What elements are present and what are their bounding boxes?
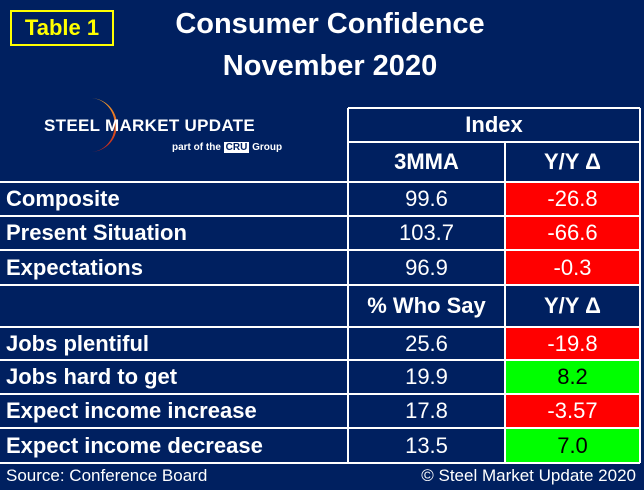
row-label: Expectations [6,254,143,280]
row-value: 19.9 [405,364,448,389]
row-value: 96.9 [405,254,448,280]
divider [0,215,640,217]
column-header-yoy: Y/Y Δ [544,149,601,174]
cru-logo: CRU [223,142,250,153]
row-label: Present Situation [6,220,187,245]
divider [0,326,640,328]
row-value: 99.6 [405,186,448,211]
steel-market-update-logo: STEEL MARKET UPDATE part of the CRU Grou… [40,92,300,162]
divider [348,141,640,143]
divider [0,249,640,251]
row-label: Jobs plentiful [6,330,149,356]
row-change: 8.2 [505,360,640,394]
row-label: Expect income increase [6,398,257,423]
row-label: Expect income decrease [6,432,263,458]
divider [0,284,640,286]
row-label: Composite [6,186,120,211]
divider [0,181,640,183]
row-label: Jobs hard to get [6,364,178,389]
row-value: 103.7 [398,220,455,245]
row-change: -66.6 [505,216,640,250]
row-change: -3.57 [505,394,640,428]
divider [0,427,640,429]
row-change: -0.3 [505,250,640,285]
divider [347,108,349,463]
row-change: 7.0 [505,428,640,463]
source-note: Source: Conference Board [6,466,208,485]
row-change: -26.8 [505,182,640,216]
divider [504,142,506,463]
divider [0,393,640,395]
row-value: 25.6 [405,330,448,356]
row-change: -19.8 [505,327,640,360]
logo-tagline-group: Group [252,142,283,153]
column-header-who-say: % Who Say [367,293,486,318]
logo-text: STEEL MARKET UPDATE [44,116,255,135]
page-title: Consumer Confidence [175,8,485,40]
index-header: Index [465,112,523,137]
row-value: 13.5 [405,432,448,458]
divider [0,462,640,464]
divider [0,359,640,361]
logo-tagline: part of the [172,142,221,153]
column-header-3mma: 3MMA [394,149,459,174]
row-value: 17.8 [405,398,448,423]
page-subtitle: November 2020 [222,50,438,82]
divider [348,107,640,109]
copyright-note: © Steel Market Update 2020 [421,466,636,485]
column-header-yoy: Y/Y Δ [544,293,601,318]
divider [639,108,641,463]
table-number-badge: Table 1 [10,10,114,46]
